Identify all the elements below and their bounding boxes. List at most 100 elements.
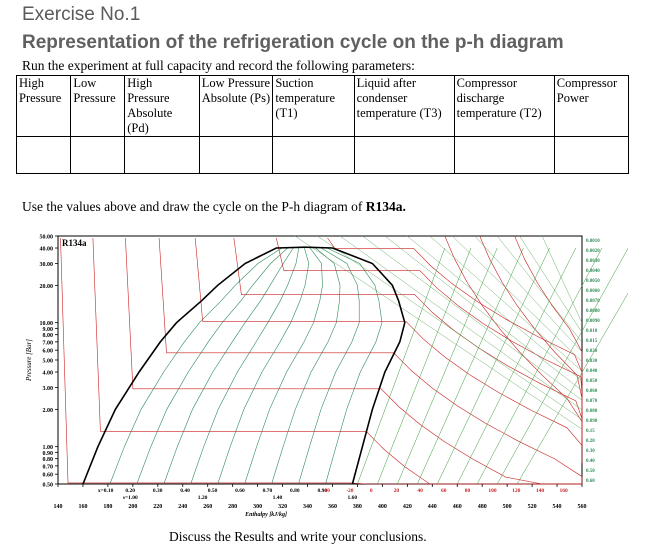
x-tick-label: 160 bbox=[78, 504, 87, 510]
temperature-label: 100 bbox=[488, 488, 497, 494]
y-tick-label: 10.00 bbox=[40, 321, 54, 327]
volume-label: 0.060 bbox=[586, 389, 598, 394]
header-high-pressure: High Pressure bbox=[15, 75, 72, 137]
isochore-line bbox=[339, 235, 583, 411]
y-tick-label: 7.00 bbox=[43, 340, 54, 346]
volume-label: 0.60 bbox=[586, 479, 595, 484]
exercise-title: Exercise No.1 bbox=[22, 4, 141, 25]
x-tick-label: 460 bbox=[453, 504, 462, 510]
volume-label: 0.0010 bbox=[586, 239, 600, 244]
volume-label: 0.40 bbox=[586, 459, 595, 464]
isotherm-line bbox=[514, 235, 583, 445]
exercise-subtitle: Representation of the refrigeration cycl… bbox=[22, 32, 564, 53]
closing-text: Discuss the Results and write your concl… bbox=[169, 529, 427, 544]
x-tick-label: 260 bbox=[203, 504, 212, 510]
volume-label: 0.15 bbox=[586, 429, 595, 434]
table-cell[interactable] bbox=[553, 136, 630, 174]
y-tick-label: 30.00 bbox=[40, 262, 54, 268]
table-cell[interactable] bbox=[70, 136, 126, 174]
quality-label: 0.20 bbox=[125, 488, 135, 494]
isochore-line bbox=[474, 235, 583, 353]
temperature-label: 160 bbox=[560, 488, 569, 494]
isochore-line bbox=[362, 235, 583, 401]
header-discharge-temperature: Compressor discharge temperature (T2) bbox=[453, 75, 555, 137]
isochore-line bbox=[452, 235, 583, 362]
isotherm-line bbox=[194, 237, 583, 464]
volume-label: 0.0070 bbox=[586, 299, 600, 304]
quality-label: 0.40 bbox=[180, 488, 190, 494]
volume-label: 0.20 bbox=[586, 439, 595, 444]
x-tick-label: 400 bbox=[378, 504, 387, 510]
header-compressor-power: Compressor Power bbox=[553, 75, 630, 137]
isochore-line bbox=[294, 235, 583, 430]
x-tick-label: 500 bbox=[503, 504, 512, 510]
quality-line bbox=[109, 247, 283, 485]
x-tick-label: 540 bbox=[553, 504, 562, 510]
quality-line bbox=[271, 247, 341, 485]
x-tick-label: 360 bbox=[328, 504, 337, 510]
temperature-label: -40 bbox=[322, 488, 330, 494]
x-tick-label: 200 bbox=[128, 504, 137, 510]
temperature-label: 140 bbox=[536, 488, 545, 494]
isotherm-line bbox=[444, 235, 583, 445]
x-tick-label: 340 bbox=[303, 504, 312, 510]
table-row bbox=[15, 136, 630, 174]
table-cell[interactable] bbox=[272, 136, 355, 174]
volume-label: 0.090 bbox=[586, 419, 598, 424]
isentrope-line bbox=[476, 247, 603, 485]
isotherm-line bbox=[158, 237, 583, 484]
y-tick-label: 1.00 bbox=[43, 445, 54, 451]
quality-label: 0.50 bbox=[208, 488, 218, 494]
header-low-pressure: Low Pressure bbox=[70, 75, 126, 137]
table-cell[interactable] bbox=[124, 136, 200, 174]
x-tick-label: 320 bbox=[278, 504, 287, 510]
isochore-line bbox=[541, 235, 583, 323]
use-text-prefix: Use the values above and draw the cycle … bbox=[22, 199, 366, 214]
table-cell[interactable] bbox=[15, 136, 72, 174]
x-tick-label: 180 bbox=[103, 504, 112, 510]
volume-label: 0.0090 bbox=[586, 319, 600, 324]
x-tick-label: 480 bbox=[478, 504, 487, 510]
header-suction-temperature: Suction temperature (T1) bbox=[272, 75, 355, 137]
isentrope-line bbox=[417, 247, 524, 485]
temperature-label: 20 bbox=[394, 488, 400, 494]
quality-line bbox=[244, 247, 323, 485]
table-cell[interactable] bbox=[453, 136, 555, 174]
quality-line bbox=[217, 247, 310, 485]
y-tick-label: 50.00 bbox=[40, 235, 54, 241]
temperature-label: -20 bbox=[346, 488, 354, 494]
y-tick-label: 2.00 bbox=[43, 408, 54, 414]
y-tick-label: 0.70 bbox=[43, 464, 54, 470]
x-axis-label: Enthalpy [kJ/kg] bbox=[244, 512, 287, 518]
isentrope-line bbox=[377, 247, 472, 485]
quality-label: 0.90 bbox=[318, 488, 328, 494]
instruction-text: Run the experiment at full capacity and … bbox=[22, 58, 415, 73]
isentrope-line bbox=[437, 247, 550, 485]
y-tick-label: 0.60 bbox=[43, 473, 54, 479]
y-tick-label: 6.00 bbox=[43, 349, 54, 355]
table-cell[interactable] bbox=[353, 136, 455, 174]
entropy-label: s=1.00 bbox=[123, 495, 138, 501]
volume-label: 0.0040 bbox=[586, 269, 600, 274]
volume-label: 0.030 bbox=[586, 359, 598, 364]
saturated-liquid-line bbox=[82, 246, 306, 485]
x-tick-label: 240 bbox=[178, 504, 187, 510]
volume-label: 0.040 bbox=[586, 369, 598, 374]
isotherm-line bbox=[327, 237, 583, 390]
plot-frame bbox=[57, 235, 583, 485]
header-liquid-temperature: Liquid after condenser temperature (T3) bbox=[353, 75, 455, 137]
volume-label: 0.020 bbox=[586, 349, 598, 354]
isochore-line bbox=[519, 235, 583, 333]
temperature-label: 40 bbox=[417, 488, 423, 494]
isentrope-line bbox=[397, 247, 498, 485]
use-values-text: Use the values above and draw the cycle … bbox=[22, 199, 406, 215]
isotherm-line bbox=[125, 237, 582, 485]
entropy-label: 1.20 bbox=[198, 495, 208, 501]
quality-label: 0.60 bbox=[235, 488, 245, 494]
volume-label: 0.050 bbox=[586, 379, 598, 384]
y-tick-label: 9.00 bbox=[43, 327, 54, 333]
volume-label: 0.010 bbox=[586, 329, 598, 334]
table-cell[interactable] bbox=[198, 136, 274, 174]
isochore-line bbox=[429, 235, 583, 372]
ph-diagram: R134a 50.00 40.00 30.00 20.00 10.009.008.007.… bbox=[25, 235, 628, 518]
